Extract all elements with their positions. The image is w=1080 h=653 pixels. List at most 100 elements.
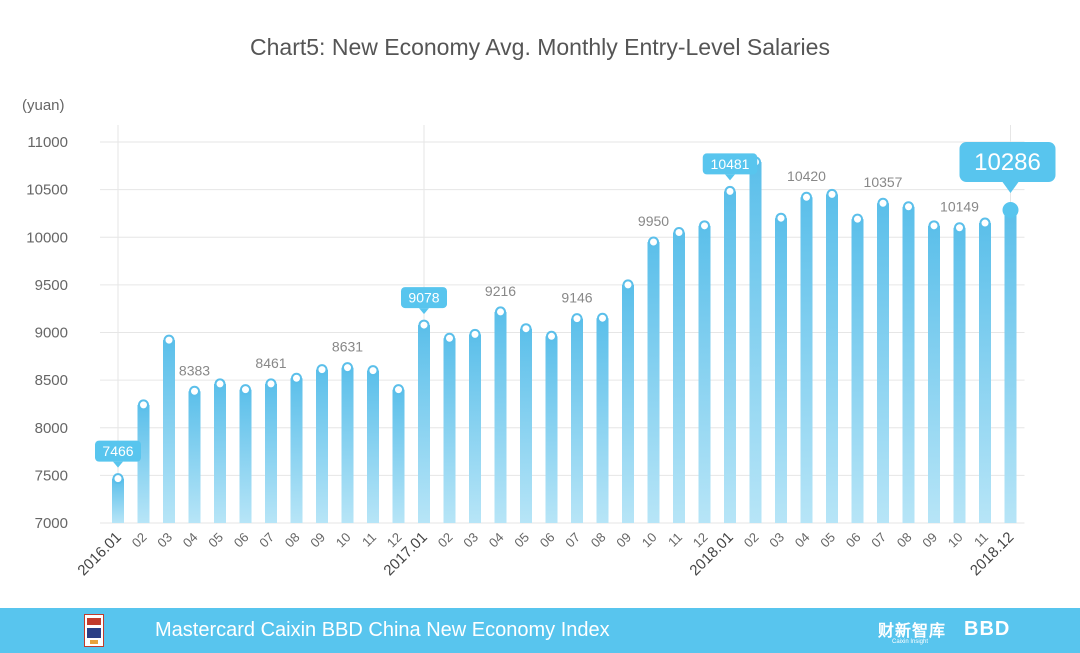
footer-title: Mastercard Caixin BBD China New Economy … xyxy=(155,619,610,641)
x-tick-label: 02 xyxy=(129,530,150,551)
bar xyxy=(724,191,736,523)
data-labels: 7466 8383 8461 8631 9078 9216 9146 9950 10481 104… xyxy=(95,142,1056,468)
bar-end-marker xyxy=(163,334,175,346)
y-axis-unit-label: (yuan) xyxy=(22,97,65,114)
callout-pointer xyxy=(725,174,735,181)
data-label: 10357 xyxy=(864,174,903,190)
caixin-insight-logo: 财新智库 xyxy=(878,623,947,640)
x-tick-label: 2016.01 xyxy=(74,529,124,579)
x-tick-label: 11 xyxy=(665,530,685,550)
bar-end-marker xyxy=(954,222,965,234)
y-tick-label: 11000 xyxy=(27,134,68,151)
bar-end-marker xyxy=(622,279,634,291)
bar xyxy=(188,391,201,523)
data-label: 9146 xyxy=(561,290,592,306)
data-label: 10286 xyxy=(974,149,1041,176)
bar xyxy=(953,227,966,523)
bar-end-marker xyxy=(444,332,455,344)
bar-end-marker xyxy=(240,384,251,396)
bar-end-marker xyxy=(342,362,353,374)
y-tick-label: 8000 xyxy=(35,420,68,437)
bar xyxy=(749,162,762,523)
bar-end-marker xyxy=(112,473,124,485)
x-tick-label: 07 xyxy=(562,530,583,551)
bar-end-marker xyxy=(571,313,583,325)
bar xyxy=(698,225,711,523)
bar xyxy=(341,367,354,523)
bar-end-marker xyxy=(826,188,838,200)
bar xyxy=(596,318,609,523)
bar-end-marker xyxy=(265,378,277,390)
data-label-callout: 10481 xyxy=(702,153,758,181)
data-label: 10420 xyxy=(787,168,826,184)
data-label: 10149 xyxy=(940,199,979,215)
bar xyxy=(851,219,864,523)
bar xyxy=(392,389,405,523)
bar xyxy=(775,218,787,523)
callout-box xyxy=(702,153,758,175)
bar-end-marker xyxy=(495,306,506,318)
x-tick-label: 10 xyxy=(945,530,966,551)
bar-end-marker xyxy=(367,365,379,377)
y-axis-ticks: 7000 7500 8000 8500 9000 9500 10000 10500 11000 xyxy=(26,134,68,532)
data-label: 9216 xyxy=(485,283,516,299)
x-tick-label: 09 xyxy=(919,530,940,551)
bar xyxy=(367,370,379,523)
callout-pointer xyxy=(419,308,429,315)
bar xyxy=(979,223,991,524)
x-tick-label: 04 xyxy=(486,530,507,551)
callout-box xyxy=(95,440,141,462)
x-tick-label: 05 xyxy=(205,530,226,551)
bar-end-marker xyxy=(979,217,991,229)
bar xyxy=(545,336,558,523)
bar-end-marker xyxy=(775,212,787,224)
data-label: 10481 xyxy=(711,156,750,172)
bar xyxy=(673,232,685,524)
bar-end-marker xyxy=(1002,202,1019,219)
chart-title: Chart5: New Economy Avg. Monthly Entry-L… xyxy=(250,34,830,60)
x-tick-label: 11 xyxy=(359,530,379,550)
x-tick-label: 05 xyxy=(817,530,838,551)
x-tick-label: 10 xyxy=(639,530,660,551)
bars xyxy=(112,156,1019,524)
bar-end-marker xyxy=(877,197,889,209)
bar xyxy=(163,340,175,523)
bar-end-marker xyxy=(469,328,481,340)
bar xyxy=(826,194,838,523)
y-tick-label: 10000 xyxy=(26,229,68,246)
bbd-logo: BBD xyxy=(964,618,1011,640)
bar xyxy=(928,225,940,523)
bar-end-marker xyxy=(520,323,532,335)
y-tick-label: 7000 xyxy=(35,515,68,532)
bar xyxy=(494,311,507,523)
callout-box xyxy=(401,287,447,309)
x-tick-label: 03 xyxy=(460,530,481,551)
bar xyxy=(112,478,124,523)
data-label-callout: 9078 xyxy=(401,287,447,315)
bar xyxy=(622,284,634,523)
bar-end-marker xyxy=(393,384,404,396)
bar xyxy=(290,378,303,523)
bar-end-marker xyxy=(214,378,226,390)
x-tick-label: 08 xyxy=(282,530,303,551)
bar xyxy=(239,389,252,523)
bar-end-marker xyxy=(138,399,149,411)
bar-end-marker xyxy=(903,201,914,213)
x-tick-label: 05 xyxy=(511,530,532,551)
bar xyxy=(571,318,583,523)
index-logo-icon xyxy=(84,614,104,647)
bar-end-marker xyxy=(699,220,710,232)
data-label: 8383 xyxy=(179,362,210,378)
bar-chart: Chart5: New Economy Avg. Monthly Entry-L… xyxy=(22,34,1056,579)
bar xyxy=(520,328,532,523)
bar xyxy=(1004,210,1017,524)
callout-pointer xyxy=(113,461,123,468)
bar xyxy=(469,334,481,523)
x-tick-label: 06 xyxy=(231,530,252,551)
data-label: 8631 xyxy=(332,339,363,355)
bar xyxy=(316,369,328,523)
y-tick-label: 10500 xyxy=(26,182,68,199)
x-tick-label: 02 xyxy=(741,530,762,551)
